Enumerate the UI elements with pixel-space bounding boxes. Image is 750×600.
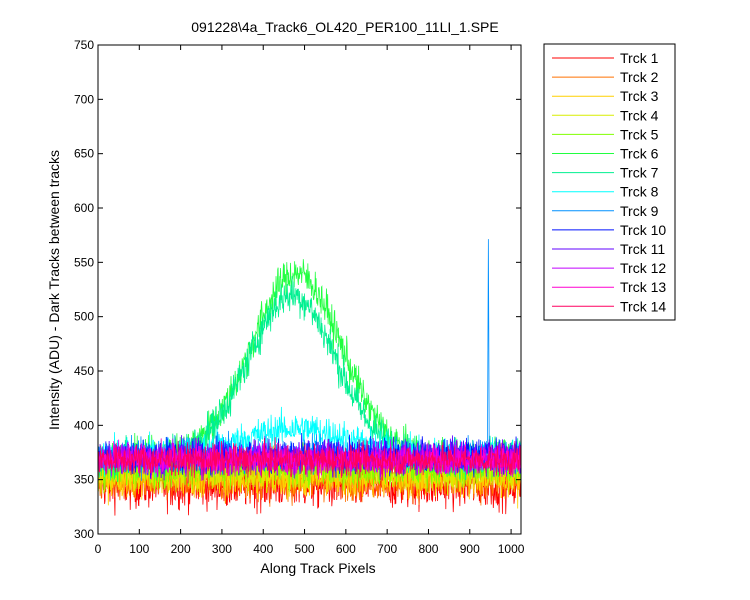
y-tick-label: 350 bbox=[74, 473, 94, 487]
x-tick-label: 700 bbox=[377, 542, 397, 556]
x-tick-label: 0 bbox=[95, 542, 102, 556]
legend-label-9: Trck 9 bbox=[620, 203, 659, 219]
y-tick-label: 600 bbox=[74, 201, 94, 215]
series-line-14 bbox=[98, 437, 522, 484]
series-line-5 bbox=[98, 440, 522, 494]
y-tick-label: 400 bbox=[74, 418, 94, 432]
y-tick-label: 700 bbox=[74, 92, 94, 106]
x-tick-label: 100 bbox=[129, 542, 149, 556]
x-tick-label: 1000 bbox=[498, 542, 525, 556]
legend-label-10: Trck 10 bbox=[620, 222, 666, 238]
legend-label-2: Trck 2 bbox=[620, 69, 659, 85]
x-tick-label: 800 bbox=[418, 542, 438, 556]
legend: Trck 1 Trck 2 Trck 3 Trck 4 Trck 5 Trck 6 Trck… bbox=[543, 43, 676, 321]
y-tick-label: 550 bbox=[74, 255, 94, 269]
series-layer bbox=[98, 239, 522, 516]
legend-label-14: Trck 14 bbox=[620, 298, 666, 314]
legend-label-12: Trck 12 bbox=[620, 260, 666, 276]
legend-box bbox=[543, 43, 676, 321]
y-tick-label: 450 bbox=[74, 364, 94, 378]
chart-title: 091228\4a_Track6_OL420_PER100_11LI_1.SPE bbox=[191, 19, 498, 35]
x-tick-label: 300 bbox=[212, 542, 232, 556]
x-tick-label: 400 bbox=[253, 542, 273, 556]
legend-label-4: Trck 4 bbox=[620, 107, 659, 123]
legend-label-6: Trck 6 bbox=[620, 146, 659, 162]
legend-label-5: Trck 5 bbox=[620, 126, 659, 142]
legend-label-7: Trck 7 bbox=[620, 165, 659, 181]
x-tick-label: 500 bbox=[295, 542, 315, 556]
legend-label-11: Trck 11 bbox=[620, 241, 665, 257]
legend-label-13: Trck 13 bbox=[620, 279, 666, 295]
legend-label-1: Trck 1 bbox=[620, 50, 659, 66]
legend-label-3: Trck 3 bbox=[620, 88, 659, 104]
legend-label-8: Trck 8 bbox=[620, 184, 659, 200]
plot-frame bbox=[97, 44, 522, 535]
x-tick-label: 200 bbox=[171, 542, 191, 556]
y-tick-label: 500 bbox=[74, 310, 94, 324]
x-tick-label: 600 bbox=[336, 542, 356, 556]
y-axis-label: Intensity (ADU) - Dark Tracks between tr… bbox=[46, 150, 62, 430]
ticks-layer: 0 100 200 300 400 500 600 700 800 900 1000 300 350 40… bbox=[74, 38, 525, 556]
y-tick-label: 650 bbox=[74, 147, 94, 161]
legend-items: Trck 1 Trck 2 Trck 3 Trck 4 Trck 5 Trck 6 Trck… bbox=[552, 50, 666, 314]
y-tick-label: 300 bbox=[74, 527, 94, 541]
x-axis-label: Along Track Pixels bbox=[260, 560, 375, 576]
x-tick-label: 900 bbox=[460, 542, 480, 556]
y-tick-label: 750 bbox=[74, 38, 94, 52]
